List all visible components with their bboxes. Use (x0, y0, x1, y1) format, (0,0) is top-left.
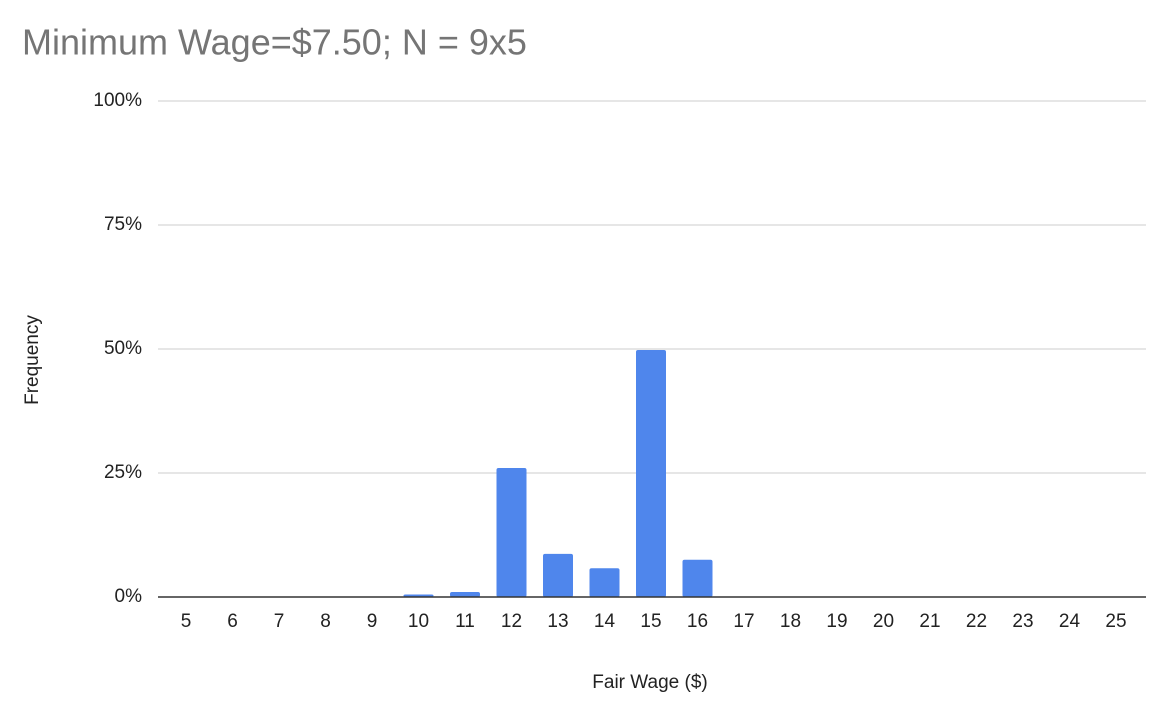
x-axis-label: Fair Wage ($) (592, 672, 707, 693)
y-tick-label: 100% (93, 90, 142, 111)
y-tick-label: 25% (104, 462, 142, 483)
x-tick-label: 20 (873, 611, 894, 632)
bar (682, 559, 713, 597)
chart-title: Minimum Wage=$7.50; N = 9x5 (22, 22, 527, 63)
y-tick-label: 75% (104, 214, 142, 235)
x-tick-label: 11 (455, 611, 475, 632)
y-tick-label: 50% (104, 338, 142, 359)
bar (450, 592, 480, 597)
x-tick-label: 24 (1059, 611, 1081, 632)
y-tick-label: 0% (115, 586, 143, 607)
x-tick-label: 16 (687, 611, 708, 632)
bar (496, 468, 527, 597)
x-tick-label: 6 (227, 611, 238, 632)
x-tick-label: 15 (640, 611, 661, 632)
x-tick-label: 23 (1012, 611, 1033, 632)
x-tick-label: 13 (547, 611, 568, 632)
x-tick-label: 5 (181, 611, 192, 632)
x-tick-label: 19 (826, 611, 847, 632)
bar (636, 349, 666, 597)
x-tick-label: 22 (966, 611, 987, 632)
x-tick-label: 9 (367, 611, 378, 632)
x-tick-label: 14 (594, 611, 616, 632)
bar (543, 553, 573, 597)
x-tick-label: 21 (919, 611, 940, 632)
y-axis-label: Frequency (22, 315, 43, 405)
x-tick-label: 12 (501, 611, 522, 632)
x-tick-label: 7 (274, 611, 285, 632)
x-tick-label: 25 (1105, 611, 1126, 632)
bar (589, 568, 620, 597)
x-tick-label: 8 (320, 611, 331, 632)
x-tick-label: 18 (780, 611, 801, 632)
x-tick-label: 17 (733, 611, 754, 632)
x-tick-label: 10 (408, 611, 429, 632)
